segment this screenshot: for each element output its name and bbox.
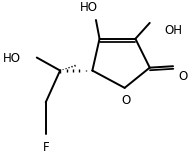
Text: OH: OH [164, 24, 182, 37]
Text: O: O [122, 94, 131, 107]
Text: HO: HO [80, 1, 98, 14]
Text: F: F [42, 141, 49, 154]
Text: HO: HO [3, 52, 21, 66]
Text: O: O [178, 70, 188, 83]
